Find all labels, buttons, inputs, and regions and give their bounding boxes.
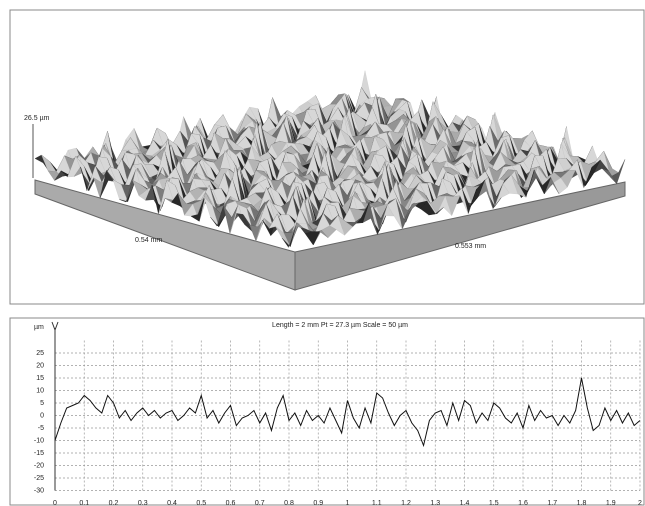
y-tick-label: 25 [36, 350, 44, 357]
x-tick-label: 2 [638, 500, 642, 506]
x-tick-label: 0.5 [196, 500, 206, 506]
x-tick-label: 1.5 [489, 500, 499, 506]
x-tick-label: 1.8 [577, 500, 587, 506]
y-tick-label: -30 [34, 487, 44, 494]
x-tick-label: 0.1 [79, 500, 89, 506]
y-tick-label: -25 [34, 475, 44, 482]
x-tick-label: 1.7 [547, 500, 557, 506]
x-tick-label: 1.4 [460, 500, 470, 506]
y-tick-label: -15 [34, 450, 44, 457]
x-tick-label: 1.6 [518, 500, 528, 506]
x-tick-label: 1 [346, 500, 350, 506]
x-tick-label: 0.7 [255, 500, 265, 506]
y-tick-label: 10 [36, 387, 44, 394]
x-tick-label: 0.4 [167, 500, 177, 506]
x-tick-label: 1.1 [372, 500, 382, 506]
y-tick-label: 20 [36, 362, 44, 369]
x-tick-label: 0.8 [284, 500, 294, 506]
x-tick-label: 0.9 [313, 500, 323, 506]
surface-facet [304, 231, 320, 246]
height-label: 26.5 µm [24, 115, 50, 122]
profile-line [54, 377, 641, 448]
slab-right [294, 181, 626, 291]
x-tick-label: 0.3 [138, 500, 148, 506]
y-tick-label: -5 [38, 425, 44, 432]
y-tick-label: 15 [36, 375, 44, 382]
surface-facet [288, 222, 304, 248]
y-tick-label: 5 [40, 400, 44, 407]
x-dimension-label: 0.54 mm [135, 237, 162, 244]
x-tick-label: 1.2 [401, 500, 411, 506]
x-tick-label: 1.3 [430, 500, 440, 506]
y-tick-label: -20 [34, 462, 44, 469]
profile-panel [9, 317, 645, 506]
x-tick-label: 0.2 [109, 500, 119, 506]
y-axis-label: µm [34, 324, 44, 331]
y-tick-label: 0 [40, 412, 44, 419]
surface-panel [9, 9, 645, 305]
y-dimension-label: 0.553 mm [455, 243, 486, 250]
x-tick-label: 0 [53, 500, 57, 506]
y-tick-label: -10 [34, 437, 44, 444]
surface-3d [34, 70, 626, 291]
chart-title: Length = 2 mm Pt = 27.3 µm Scale = 50 µm [272, 322, 408, 329]
x-tick-label: 0.6 [226, 500, 236, 506]
x-tick-label: 1.9 [606, 500, 616, 506]
